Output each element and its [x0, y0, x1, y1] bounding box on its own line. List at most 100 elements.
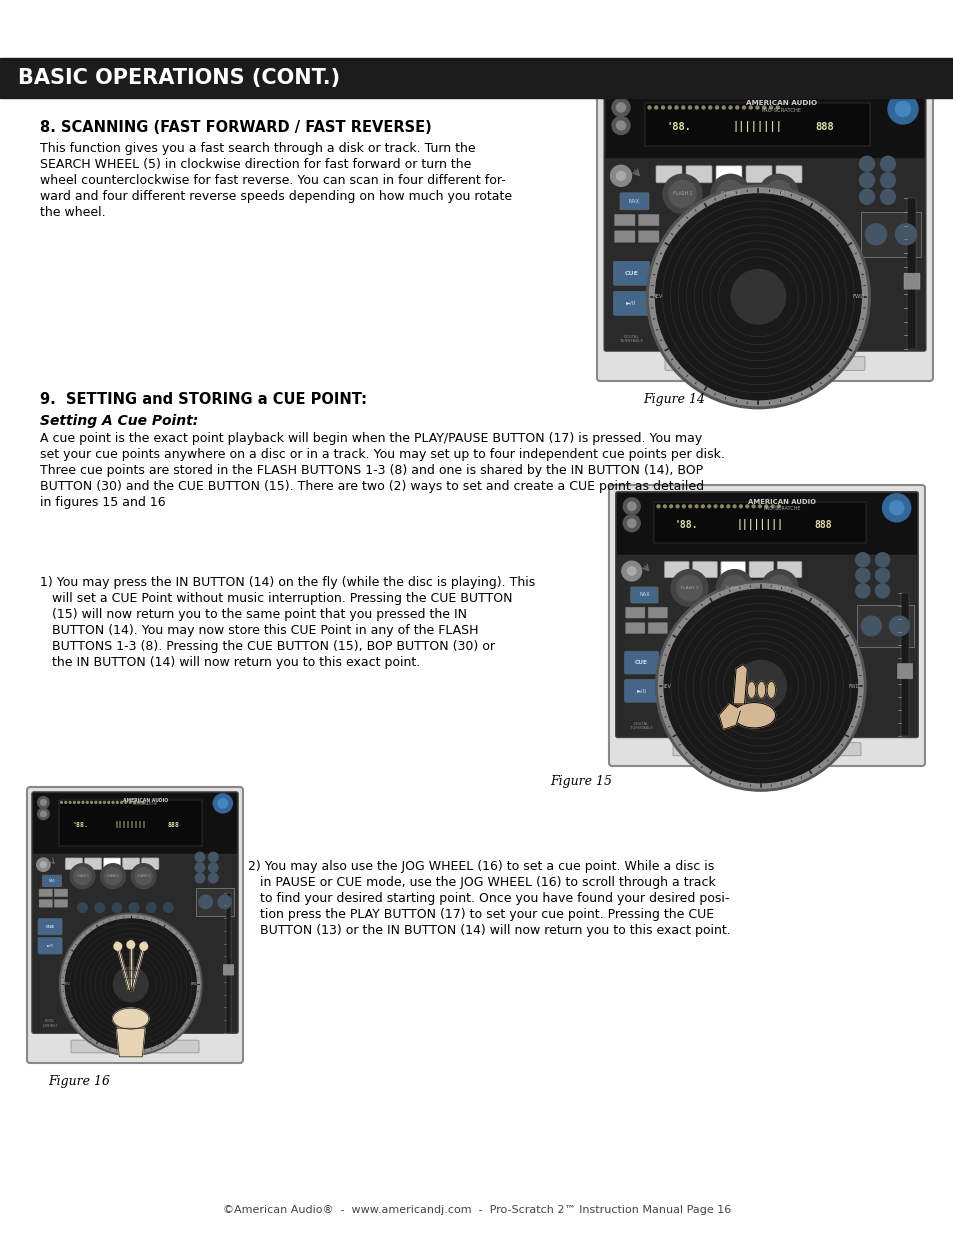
Text: BUTTONS 1-3 (8). Pressing the CUE BUTTON (15), BOP BUTTON (30) or: BUTTONS 1-3 (8). Pressing the CUE BUTTON… [40, 640, 495, 653]
Bar [0, 58, 953, 98]
Circle shape [610, 165, 631, 186]
Circle shape [61, 915, 200, 1053]
FancyBboxPatch shape [32, 793, 237, 855]
Text: A cue point is the exact point playback will begin when the PLAY/PAUSE BUTTON (1: A cue point is the exact point playback … [40, 432, 701, 445]
Circle shape [728, 236, 743, 251]
Circle shape [721, 576, 746, 600]
Polygon shape [115, 941, 131, 990]
Circle shape [808, 627, 822, 641]
Text: Figure 14: Figure 14 [642, 393, 704, 406]
Circle shape [147, 903, 156, 913]
Text: FLASH 3: FLASH 3 [770, 585, 787, 590]
Circle shape [37, 797, 49, 808]
FancyBboxPatch shape [608, 485, 924, 766]
FancyBboxPatch shape [647, 622, 667, 634]
Circle shape [103, 802, 105, 803]
Circle shape [695, 106, 698, 109]
Text: ward and four different reverse speeds depending on how much you rotate: ward and four different reverse speeds d… [40, 190, 512, 203]
Text: AMERICAN AUDIO: AMERICAN AUDIO [748, 499, 816, 505]
Circle shape [73, 867, 91, 884]
Circle shape [112, 802, 113, 803]
Text: the IN BUTTON (14) will now return you to this exact point.: the IN BUTTON (14) will now return you t… [40, 656, 420, 669]
Text: FLASH 1: FLASH 1 [672, 191, 692, 196]
Text: This function gives you a fast search through a disk or track. Turn the: This function gives you a fast search th… [40, 142, 476, 156]
Bar [654, 503, 864, 543]
Circle shape [646, 185, 869, 409]
Circle shape [880, 189, 895, 204]
Circle shape [880, 173, 895, 188]
Text: 8. SCANNING (FAST FORWARD / FAST REVERSE): 8. SCANNING (FAST FORWARD / FAST REVERSE… [40, 120, 432, 135]
Text: AMERICAN AUDIO: AMERICAN AUDIO [745, 100, 816, 106]
Circle shape [688, 505, 691, 508]
Circle shape [658, 584, 862, 788]
Text: BUTTON (14). You may now store this CUE Point in any of the FLASH: BUTTON (14). You may now store this CUE … [40, 624, 478, 637]
FancyBboxPatch shape [619, 193, 648, 210]
Text: REV: REV [660, 683, 671, 688]
Text: '88.: '88. [72, 821, 88, 827]
Text: will set a CUE Point without music interruption. Pressing the CUE BUTTON: will set a CUE Point without music inter… [40, 592, 512, 605]
Circle shape [688, 106, 691, 109]
Circle shape [875, 568, 888, 583]
Bar [226, 893, 232, 1032]
Circle shape [94, 903, 104, 913]
Text: FLASH 2: FLASH 2 [725, 585, 742, 590]
Circle shape [887, 94, 917, 124]
Polygon shape [130, 940, 132, 990]
Circle shape [880, 157, 895, 172]
Circle shape [751, 505, 754, 508]
FancyBboxPatch shape [692, 562, 717, 578]
Circle shape [657, 505, 659, 508]
Circle shape [73, 802, 75, 803]
FancyBboxPatch shape [625, 622, 644, 634]
Circle shape [132, 863, 156, 888]
Circle shape [720, 505, 722, 508]
Circle shape [100, 863, 126, 888]
Circle shape [783, 627, 797, 641]
FancyBboxPatch shape [903, 273, 919, 289]
Circle shape [681, 106, 684, 109]
Circle shape [714, 505, 717, 508]
Circle shape [859, 157, 874, 172]
Circle shape [663, 589, 857, 783]
Circle shape [776, 106, 779, 109]
Bar [857, 605, 913, 647]
Circle shape [782, 236, 797, 251]
Circle shape [94, 802, 96, 803]
FancyBboxPatch shape [613, 262, 649, 285]
Text: ►/II: ►/II [636, 688, 646, 693]
Circle shape [86, 802, 88, 803]
Circle shape [627, 503, 636, 510]
Circle shape [140, 942, 148, 950]
Text: ►/II: ►/II [625, 301, 637, 306]
Circle shape [40, 799, 46, 805]
FancyBboxPatch shape [39, 899, 52, 908]
Text: NAX: NAX [49, 879, 55, 883]
Text: FWD: FWD [851, 294, 863, 299]
Text: CUE: CUE [624, 270, 638, 275]
Circle shape [199, 895, 213, 909]
FancyBboxPatch shape [656, 165, 681, 183]
Circle shape [621, 561, 641, 580]
Circle shape [859, 189, 874, 204]
Text: 2) You may also use the JOG WHEEL (16) to set a cue point. While a disc is: 2) You may also use the JOG WHEEL (16) t… [248, 860, 714, 873]
Circle shape [112, 903, 122, 913]
Bar [58, 799, 202, 846]
Circle shape [707, 505, 710, 508]
Circle shape [622, 498, 639, 515]
Text: DIGITAL
TURNTABLE: DIGITAL TURNTABLE [630, 721, 652, 730]
Circle shape [728, 106, 731, 109]
Text: NAX: NAX [628, 199, 639, 204]
Circle shape [616, 172, 625, 180]
Circle shape [726, 505, 729, 508]
Circle shape [669, 505, 672, 508]
Circle shape [859, 173, 874, 188]
Circle shape [667, 106, 671, 109]
Text: CUE: CUE [46, 925, 54, 929]
Ellipse shape [733, 703, 775, 727]
Circle shape [755, 106, 759, 109]
Text: ||||||||: |||||||| [732, 121, 781, 132]
Ellipse shape [746, 682, 755, 698]
FancyBboxPatch shape [775, 165, 801, 183]
Circle shape [37, 808, 49, 820]
Text: FLASH 2: FLASH 2 [720, 191, 740, 196]
